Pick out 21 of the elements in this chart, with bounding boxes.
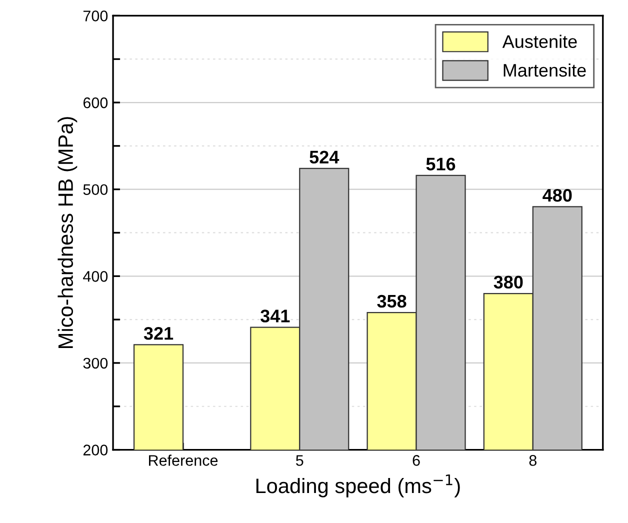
y-tick-label: 500 bbox=[83, 184, 108, 196]
x-tick-label: Reference bbox=[149, 454, 218, 466]
data-label: 516 bbox=[426, 158, 456, 170]
data-label: 480 bbox=[542, 188, 572, 202]
data-label: 341 bbox=[260, 310, 290, 322]
y-tick-label: 200 bbox=[83, 444, 108, 456]
y-tick-label: 600 bbox=[83, 97, 108, 108]
legend-label: Martensite bbox=[504, 63, 586, 77]
data-label: 321 bbox=[144, 326, 174, 340]
x-tick-label: 5 bbox=[296, 455, 304, 466]
y-axis-title: Mico-hardness HB (MPa) bbox=[58, 117, 78, 348]
data-label: 380 bbox=[494, 276, 523, 289]
x-tick-label: 6 bbox=[412, 455, 420, 466]
legend-label: Austenite bbox=[502, 34, 577, 48]
data-label: 524 bbox=[310, 150, 340, 164]
x-axis-title: Loading speed (ms$^{−1}$) bbox=[256, 474, 460, 498]
y-tick-label: 300 bbox=[83, 358, 108, 369]
y-tick-label: 700 bbox=[83, 10, 108, 22]
y-tick-label: 400 bbox=[83, 271, 108, 282]
x-tick-label: 8 bbox=[529, 455, 536, 466]
data-label: 358 bbox=[377, 294, 406, 308]
